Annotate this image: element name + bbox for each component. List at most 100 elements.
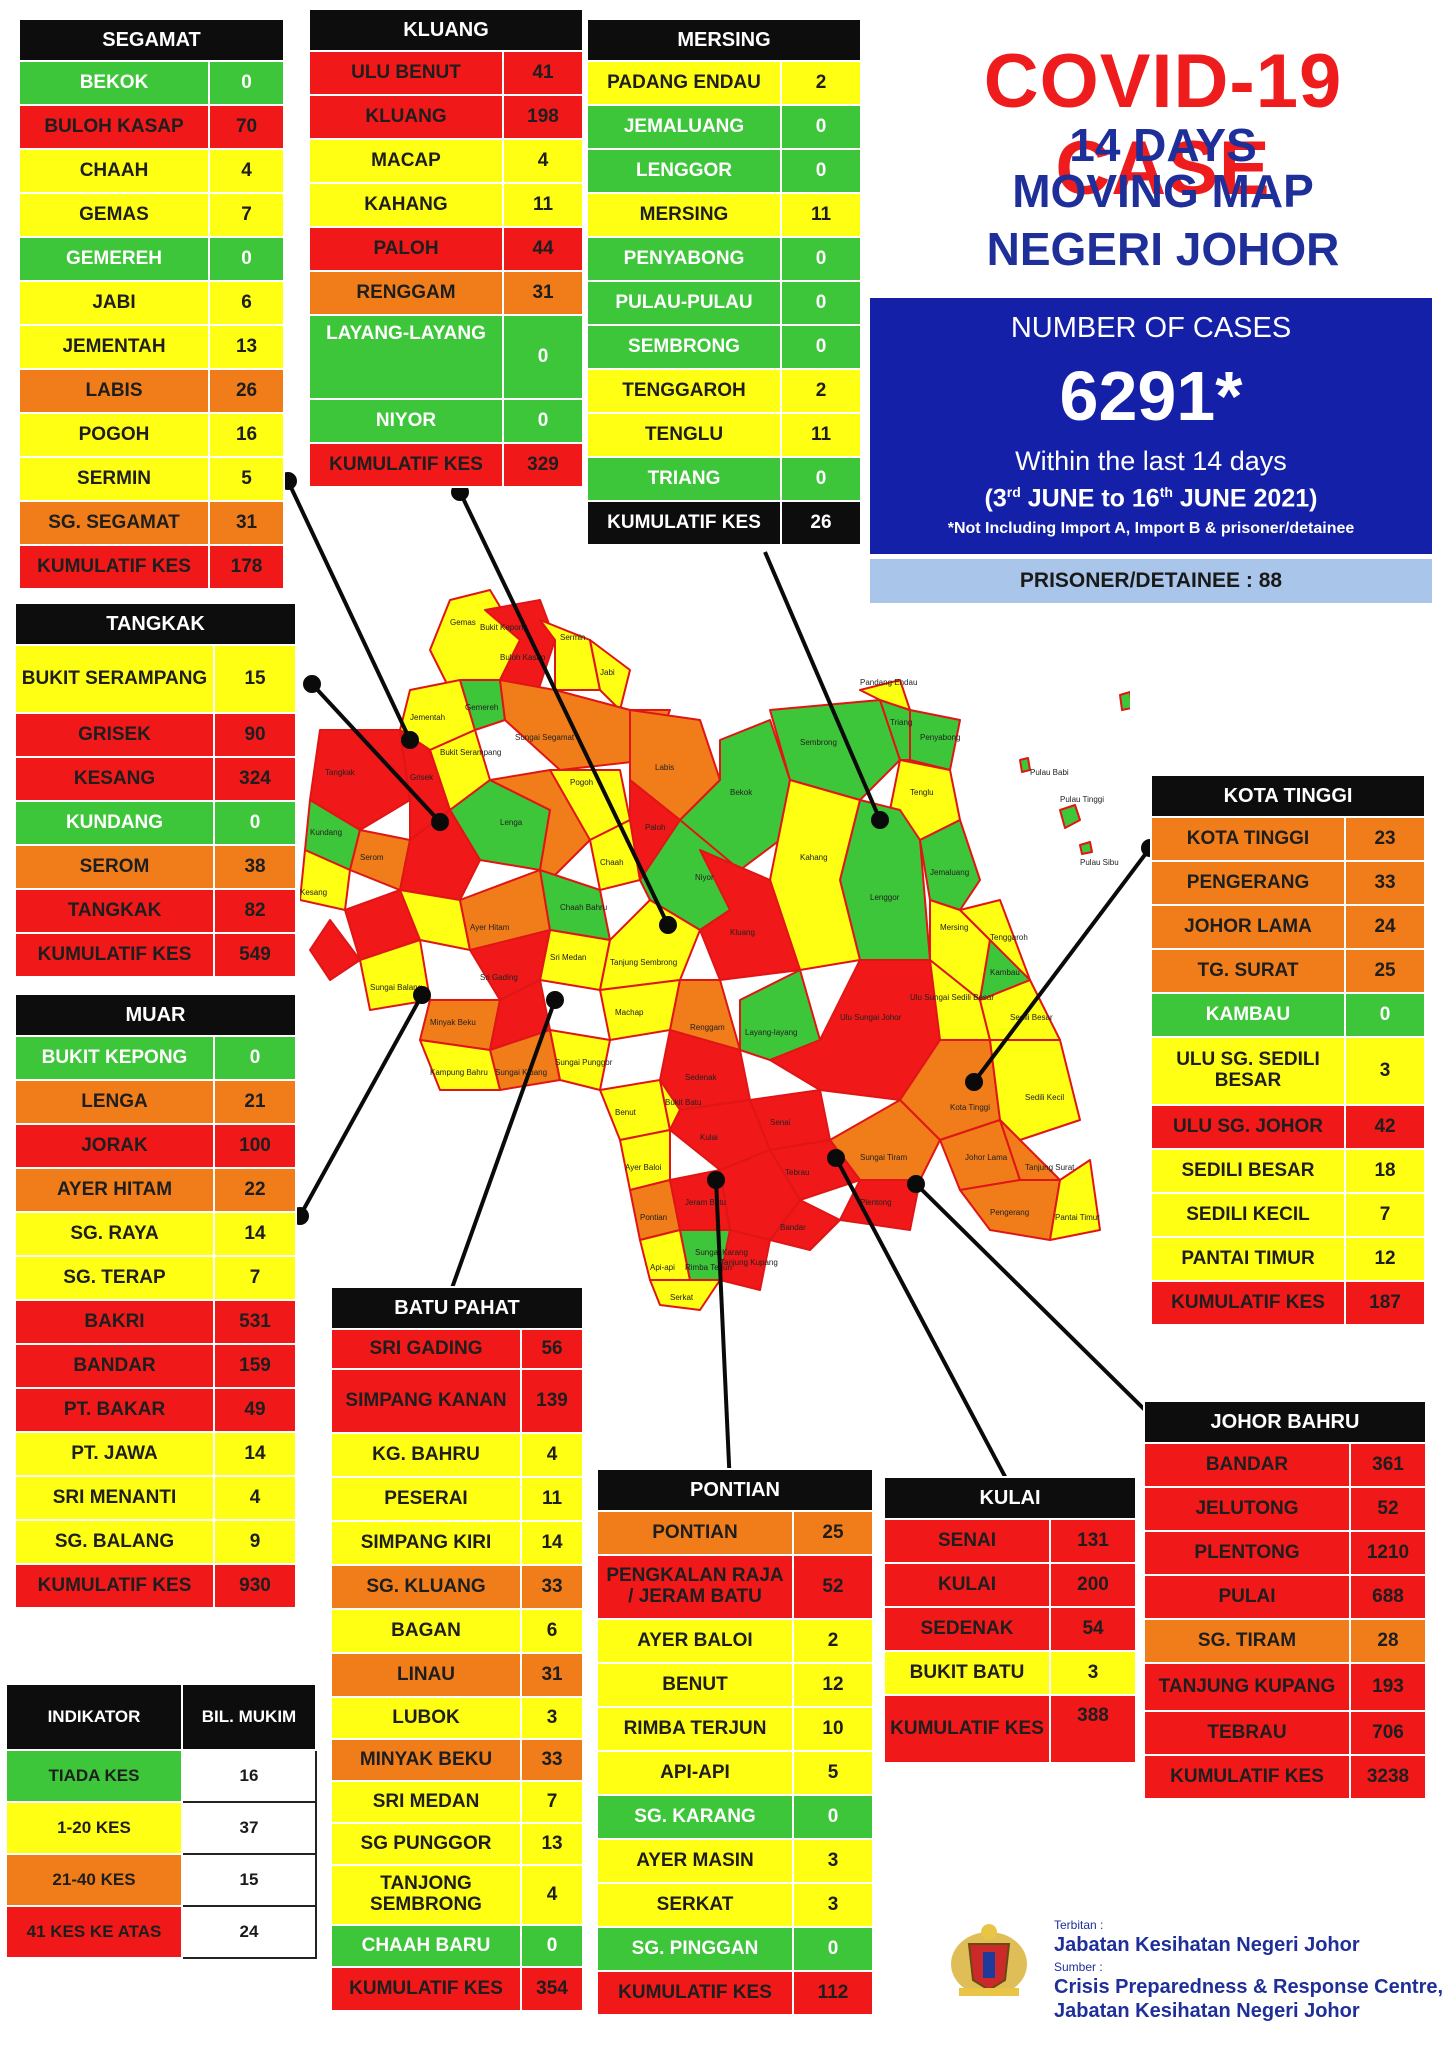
- row-name: SG. PINGGAN: [596, 1926, 794, 1972]
- map-label: Bukit Kepong: [480, 623, 528, 632]
- row-value: 0: [780, 324, 862, 370]
- row-value: 14: [213, 1431, 297, 1477]
- row-value: 52: [1349, 1486, 1427, 1532]
- row-value: 0: [780, 236, 862, 282]
- row-value: 139: [519, 1368, 585, 1434]
- title-line3: MOVING MAP: [1012, 165, 1314, 217]
- row-value: 0: [780, 456, 862, 502]
- map-label: Benut: [615, 1108, 637, 1117]
- map-label: Paloh: [645, 823, 665, 832]
- connector-muar: [298, 994, 424, 1217]
- map-label: Pulau Tinggi: [1060, 795, 1104, 804]
- row-value: 22: [213, 1167, 297, 1213]
- row-name: BUKIT SERAMPANG: [14, 644, 215, 714]
- table-kluang: KLUANG ULU BENUT 41 KLUANG 198 MACAP 4 KAHA…: [307, 8, 585, 488]
- legend-table: INDIKATOR BIL. MUKIM TIADA KES 16 1-20 KES…: [5, 1683, 317, 1959]
- map-label: Pandang Endau: [860, 678, 917, 687]
- row-name: BULOH KASAP: [18, 104, 210, 150]
- row-value: 11: [780, 412, 862, 458]
- map-label: Senai: [770, 1118, 791, 1127]
- row-total-value: 549: [212, 932, 298, 978]
- row-value: 3: [1343, 1036, 1427, 1106]
- row-name: SEDILI KECIL: [1150, 1192, 1346, 1238]
- table-kulai: KULAI SENAI 131 KULAI 200 SEDENAK 54 BUKIT …: [882, 1476, 1138, 1764]
- map-label: Gemereh: [465, 703, 498, 712]
- row-name: SG. KLUANG: [330, 1564, 522, 1610]
- region-plentong: [839, 1179, 921, 1231]
- row-value: 0: [207, 236, 286, 282]
- row-name: BUKIT KEPONG: [14, 1035, 215, 1081]
- map-label: Mersing: [940, 923, 968, 932]
- map-label: Jemaluang: [930, 868, 969, 877]
- row-name: PULAU-PULAU: [586, 280, 782, 326]
- table-kota-tinggi-header: KOTA TINGGI: [1149, 774, 1427, 818]
- table-tangkak: TANGKAK BUKIT SERAMPANG 15 GRISEK 90 KESAN…: [13, 602, 298, 978]
- row-value: 4: [519, 1432, 585, 1478]
- row-value: 33: [519, 1564, 585, 1610]
- row-total-value: 388: [1048, 1694, 1138, 1764]
- map-label: Machap: [615, 1008, 644, 1017]
- map-label: Sermin: [560, 633, 585, 642]
- row-name: AYER BALOI: [596, 1618, 794, 1664]
- map-label: Sedili Kecil: [1025, 1093, 1064, 1102]
- footer-source-label: Sumber :: [1054, 1960, 1103, 1974]
- row-value: 361: [1349, 1442, 1427, 1488]
- map-label: Plentong: [860, 1198, 892, 1207]
- row-name: GEMAS: [18, 192, 210, 238]
- row-name: TANJUNG KUPANG: [1143, 1662, 1351, 1712]
- map-label: Niyor: [695, 873, 714, 882]
- row-name: SEDENAK: [883, 1606, 1051, 1652]
- row-value: 0: [792, 1926, 874, 1972]
- row-name: SG. TIRAM: [1143, 1618, 1351, 1664]
- map-label: Rimba Terjun: [685, 1263, 732, 1272]
- row-name: MINYAK BEKU: [330, 1738, 522, 1782]
- connector-kota-tinggi: [972, 846, 1152, 1084]
- row-name: BAGAN: [330, 1608, 522, 1654]
- map-label: Tanjung Surat: [1025, 1163, 1075, 1172]
- footer-published-by: Jabatan Kesihatan Negeri Johor: [1054, 1934, 1360, 1956]
- row-name: PLENTONG: [1143, 1530, 1351, 1576]
- row-name: LAYANG-LAYANG: [308, 314, 504, 400]
- footer-source-line1: Crisis Preparedness & Response Centre,: [1054, 1976, 1444, 1998]
- row-value: 6: [207, 280, 286, 326]
- row-name: TENGLU: [586, 412, 782, 458]
- row-name: SRI MENANTI: [14, 1475, 215, 1521]
- row-value: 16: [207, 412, 286, 458]
- row-value: 42: [1343, 1104, 1427, 1150]
- row-name: RENGGAM: [308, 270, 504, 316]
- row-value: 2: [780, 60, 862, 106]
- row-value: 5: [207, 456, 286, 502]
- row-value: 4: [207, 148, 286, 194]
- connector-mersing: [763, 551, 882, 821]
- row-value: 70: [207, 104, 286, 150]
- row-value: 4: [519, 1864, 585, 1926]
- map-label: Labis: [655, 763, 674, 772]
- row-value: 0: [780, 280, 862, 326]
- table-muar-header: MUAR: [14, 993, 297, 1037]
- row-name: GRISEK: [14, 712, 215, 758]
- title-line2: 14 DAYS: [1069, 119, 1257, 171]
- row-name: API-API: [596, 1750, 794, 1796]
- map-label: Kesang: [300, 888, 327, 897]
- row-total-value: 187: [1343, 1280, 1427, 1326]
- row-value: 531: [213, 1299, 297, 1345]
- row-value: 33: [1343, 860, 1427, 906]
- row-name: SG. RAYA: [14, 1211, 215, 1257]
- row-name: SG. KARANG: [596, 1794, 794, 1840]
- row-total-label: KUMULATIF KES: [14, 1563, 215, 1609]
- row-value: 90: [212, 712, 298, 758]
- row-value: 31: [207, 500, 286, 546]
- region-kambau: [979, 939, 1031, 1001]
- legend-count: 24: [181, 1905, 317, 1959]
- region-pantai-timur: [1049, 1159, 1101, 1241]
- table-segamat: SEGAMAT BEKOK 0 BULOH KASAP 70 CHAAH 4 GEMA…: [17, 18, 286, 590]
- island-pulau-tinggi: [1059, 804, 1081, 829]
- table-muar: MUAR BUKIT KEPONG 0 LENGA 21 JORAK 100 AYER…: [14, 993, 297, 1609]
- row-value: 25: [792, 1510, 874, 1556]
- state-emblem-icon: [951, 1924, 1027, 1996]
- row-value: 6: [519, 1608, 585, 1654]
- row-name: TEBRAU: [1143, 1710, 1351, 1756]
- row-total-value: 178: [207, 544, 286, 590]
- row-value: 159: [213, 1343, 297, 1389]
- row-name: SENAI: [883, 1518, 1051, 1564]
